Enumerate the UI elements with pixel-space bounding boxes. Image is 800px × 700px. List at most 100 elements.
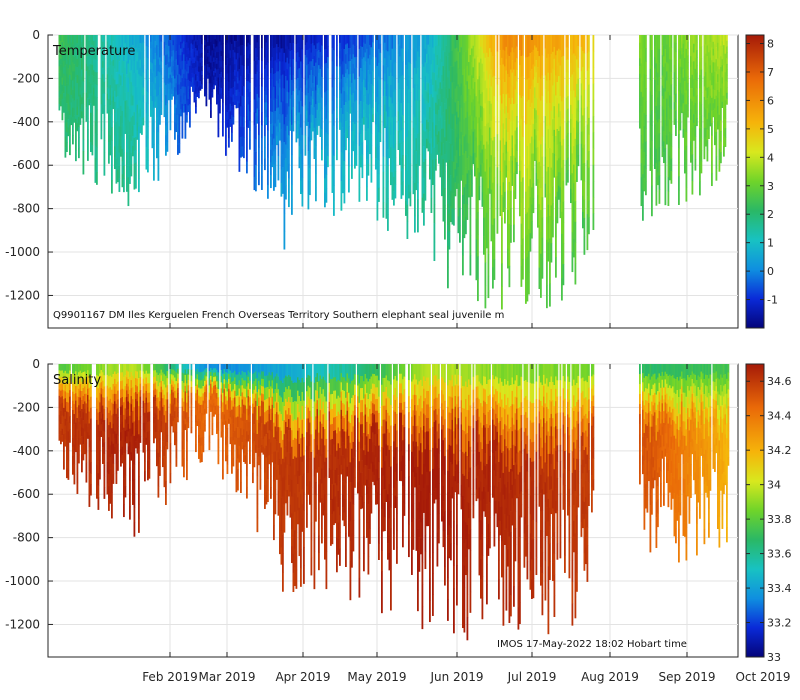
profile-segment: [76, 58, 79, 68]
profile-segment: [97, 497, 100, 510]
profile-segment: [336, 128, 338, 140]
profile-segment: [654, 90, 656, 103]
profile-segment: [696, 57, 698, 66]
profile-segment: [711, 122, 713, 136]
profile-segment: [378, 187, 380, 202]
profile-segment: [264, 124, 266, 137]
profile-segment: [85, 92, 88, 101]
profile-segment: [186, 42, 188, 50]
profile-segment: [96, 109, 98, 123]
profile-segment: [184, 121, 187, 131]
profile-segment: [120, 105, 122, 117]
profile-segment: [522, 96, 524, 117]
profile-segment: [547, 129, 550, 149]
profile-segment: [120, 85, 122, 97]
profile-segment: [640, 63, 643, 78]
profile-segment: [183, 60, 185, 68]
profile-segment: [516, 58, 518, 70]
profile-segment: [651, 35, 653, 51]
profile-segment: [447, 182, 449, 204]
profile-segment: [171, 40, 173, 47]
profile-segment: [394, 102, 397, 117]
profile-segment: [91, 135, 94, 146]
profile-segment: [384, 42, 386, 51]
profile-segment: [85, 472, 88, 483]
profile-segment: [721, 101, 724, 108]
profile-segment: [111, 453, 113, 468]
profile-segment: [124, 486, 127, 498]
profile-segment: [433, 241, 436, 262]
profile-segment: [378, 104, 380, 119]
profile-segment: [412, 180, 415, 195]
profile-segment: [544, 48, 547, 63]
profile-segment: [471, 142, 473, 157]
profile-segment: [345, 121, 347, 132]
profile-segment: [319, 51, 322, 61]
profile-segment: [549, 215, 551, 239]
profile-segment: [361, 165, 364, 179]
profile-segment: [207, 38, 209, 43]
profile-segment: [111, 466, 113, 480]
profile-segment: [297, 52, 299, 62]
profile-segment: [393, 35, 395, 50]
profile-segment: [103, 70, 106, 83]
profile-segment: [462, 135, 464, 156]
profile-segment: [720, 120, 722, 132]
profile-segment: [429, 119, 431, 132]
profile-segment: [723, 75, 725, 86]
profile-segment: [445, 56, 448, 68]
profile-segment: [550, 53, 553, 74]
profile-segment: [60, 437, 62, 445]
profile-segment: [576, 71, 578, 85]
profile-segment: [553, 82, 556, 95]
profile-segment: [61, 112, 64, 121]
profile-segment: [78, 75, 80, 87]
profile-segment: [433, 53, 436, 73]
profile-segment: [504, 113, 506, 130]
profile-segment: [261, 176, 263, 190]
profile-segment: [448, 177, 451, 196]
profile-segment: [429, 59, 431, 72]
profile-segment: [532, 94, 535, 110]
profile-segment: [571, 212, 574, 233]
profile-segment: [120, 126, 122, 137]
profile-segment: [394, 48, 397, 63]
profile-segment: [109, 491, 112, 504]
profile-segment: [549, 35, 551, 58]
profile-segment: [703, 107, 706, 118]
profile-segment: [226, 119, 229, 128]
profile-segment: [201, 84, 203, 89]
profile-segment: [586, 52, 589, 72]
profile-segment: [496, 84, 499, 102]
profile-segment: [147, 46, 149, 59]
profile-segment: [279, 105, 281, 115]
profile-segment: [304, 135, 307, 146]
profile-segment: [225, 55, 227, 66]
profile-segment: [435, 80, 437, 92]
temperature-profiles: [58, 35, 728, 310]
profile-segment: [88, 387, 91, 400]
profile-segment: [679, 58, 682, 68]
profile-segment: [115, 463, 118, 474]
profile-segment: [514, 144, 517, 159]
profile-segment: [135, 175, 137, 189]
profile-segment: [553, 165, 556, 178]
profile-segment: [222, 68, 224, 78]
profile-segment: [63, 442, 65, 453]
profile-segment: [136, 61, 139, 71]
profile-segment: [375, 124, 377, 136]
profile-segment: [199, 53, 202, 59]
profile-segment: [721, 77, 724, 84]
profile-segment: [567, 35, 569, 48]
profile-segment: [289, 122, 292, 131]
profile-segment: [384, 104, 386, 113]
profile-segment: [93, 76, 95, 83]
profile-segment: [288, 120, 290, 136]
profile-segment: [346, 120, 349, 130]
profile-segment: [465, 117, 467, 135]
profile-segment: [288, 149, 290, 165]
profile-segment: [649, 68, 652, 81]
profile-segment: [679, 42, 682, 52]
profile-segment: [663, 66, 665, 78]
profile-segment: [226, 104, 229, 113]
